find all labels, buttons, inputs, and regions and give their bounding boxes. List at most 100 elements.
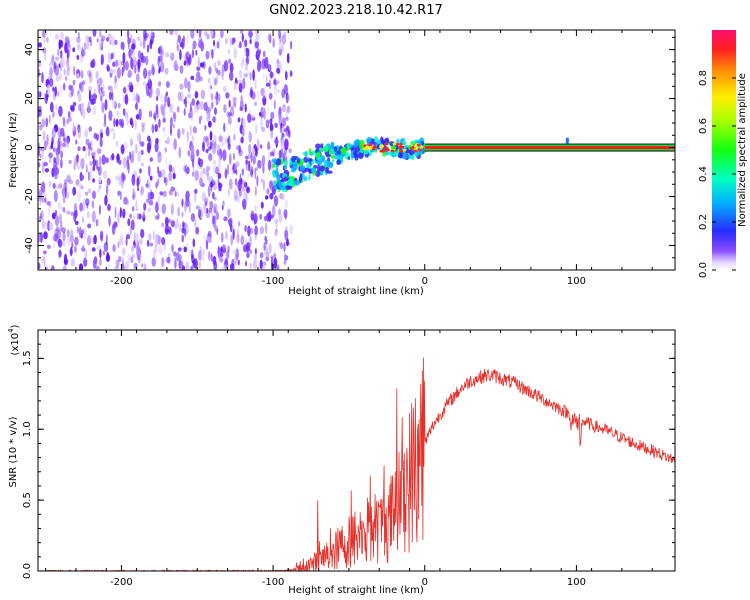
noise-speckle (215, 211, 220, 221)
noise-speckle (229, 263, 235, 270)
noise-speckle (169, 124, 173, 136)
trace-blob (320, 171, 324, 176)
noise-speckle (192, 259, 196, 265)
noise-speckle (45, 265, 49, 270)
noise-speckle (88, 71, 91, 78)
noise-speckle (66, 69, 70, 77)
noise-speckle (157, 166, 160, 175)
noise-speckle (88, 126, 93, 132)
trace-blob (303, 176, 308, 182)
noise-speckle (95, 70, 99, 80)
noise-speckle (194, 188, 198, 194)
noise-speckle (125, 237, 128, 247)
noise-speckle (46, 36, 49, 43)
noise-speckle (145, 55, 149, 66)
noise-speckle (202, 248, 205, 255)
spectrogram-ylabel: Frequency (Hz) (8, 112, 19, 188)
noise-speckle (192, 40, 197, 49)
y-tick-label: 1.0 (22, 421, 33, 437)
noise-speckle (209, 200, 214, 210)
noise-speckle (132, 206, 135, 212)
noise-speckle (117, 102, 121, 109)
noise-speckle (237, 221, 241, 227)
noise-speckle (61, 227, 66, 233)
noise-speckle (259, 49, 261, 55)
noise-speckle (185, 195, 190, 208)
noise-speckle (248, 130, 251, 143)
noise-speckle (190, 75, 195, 81)
trace-blob (329, 161, 333, 169)
noise-speckle (92, 151, 96, 156)
noise-speckle (87, 171, 90, 182)
noise-speckle (205, 170, 209, 177)
noise-speckle (58, 72, 63, 81)
noise-speckle (136, 73, 140, 83)
noise-speckle (285, 92, 289, 104)
noise-speckle (250, 168, 254, 178)
trace-blob (271, 164, 276, 168)
trace-blob (317, 164, 321, 172)
noise-speckle (214, 107, 217, 115)
noise-speckle (194, 170, 199, 182)
noise-speckle (222, 85, 227, 93)
noise-speckle (93, 234, 97, 245)
noise-speckle (261, 107, 265, 116)
noise-speckle (147, 207, 152, 212)
noise-speckle (137, 95, 140, 103)
noise-speckle (88, 36, 92, 43)
noise-speckle (241, 198, 247, 209)
noise-speckle (81, 244, 85, 252)
noise-speckle (281, 34, 287, 45)
noise-speckle (91, 247, 96, 252)
noise-speckle (164, 92, 168, 103)
noise-speckle (218, 182, 221, 187)
noise-speckle (203, 101, 208, 111)
noise-speckle (193, 192, 197, 203)
noise-speckle (263, 260, 265, 270)
noise-speckle (208, 66, 212, 75)
noise-speckle (189, 124, 192, 137)
noise-speckle (70, 211, 75, 216)
noise-speckle (261, 63, 265, 70)
noise-speckle (224, 257, 229, 265)
trace-blob (299, 165, 306, 171)
noise-speckle (238, 69, 243, 79)
noise-speckle (148, 69, 153, 75)
noise-speckle (133, 92, 136, 102)
x-tick-label: -200 (110, 276, 133, 287)
trace-blob (320, 143, 324, 149)
noise-speckle (113, 81, 118, 90)
noise-speckle (233, 47, 237, 60)
trace-blob (316, 151, 321, 158)
noise-speckle (123, 156, 127, 169)
noise-speckle (38, 70, 41, 75)
trace-blob (292, 163, 299, 171)
noise-speckle (280, 193, 285, 201)
noise-speckle (60, 150, 63, 159)
noise-speckle (227, 143, 231, 151)
noise-speckle (41, 72, 44, 84)
noise-speckle (267, 141, 271, 150)
noise-speckle (70, 104, 73, 111)
noise-speckle (131, 243, 135, 250)
trace-peak (419, 145, 424, 149)
noise-speckle (114, 265, 119, 270)
noise-speckle (218, 93, 221, 102)
trace-blob (383, 138, 390, 145)
trace-peak (418, 148, 422, 152)
noise-speckle (84, 129, 89, 138)
noise-speckle (218, 154, 222, 166)
noise-speckle (250, 209, 253, 215)
noise-speckle (123, 196, 128, 205)
noise-speckle (208, 251, 211, 261)
noise-speckle (61, 187, 66, 197)
trace-blob (374, 136, 378, 142)
noise-speckle (276, 264, 280, 270)
noise-speckle (51, 127, 56, 139)
noise-speckle (186, 93, 192, 99)
noise-speckle (199, 170, 204, 180)
noise-speckle (188, 249, 193, 255)
noise-speckle (154, 243, 158, 253)
noise-speckle (88, 85, 92, 93)
noise-speckle (79, 185, 83, 190)
